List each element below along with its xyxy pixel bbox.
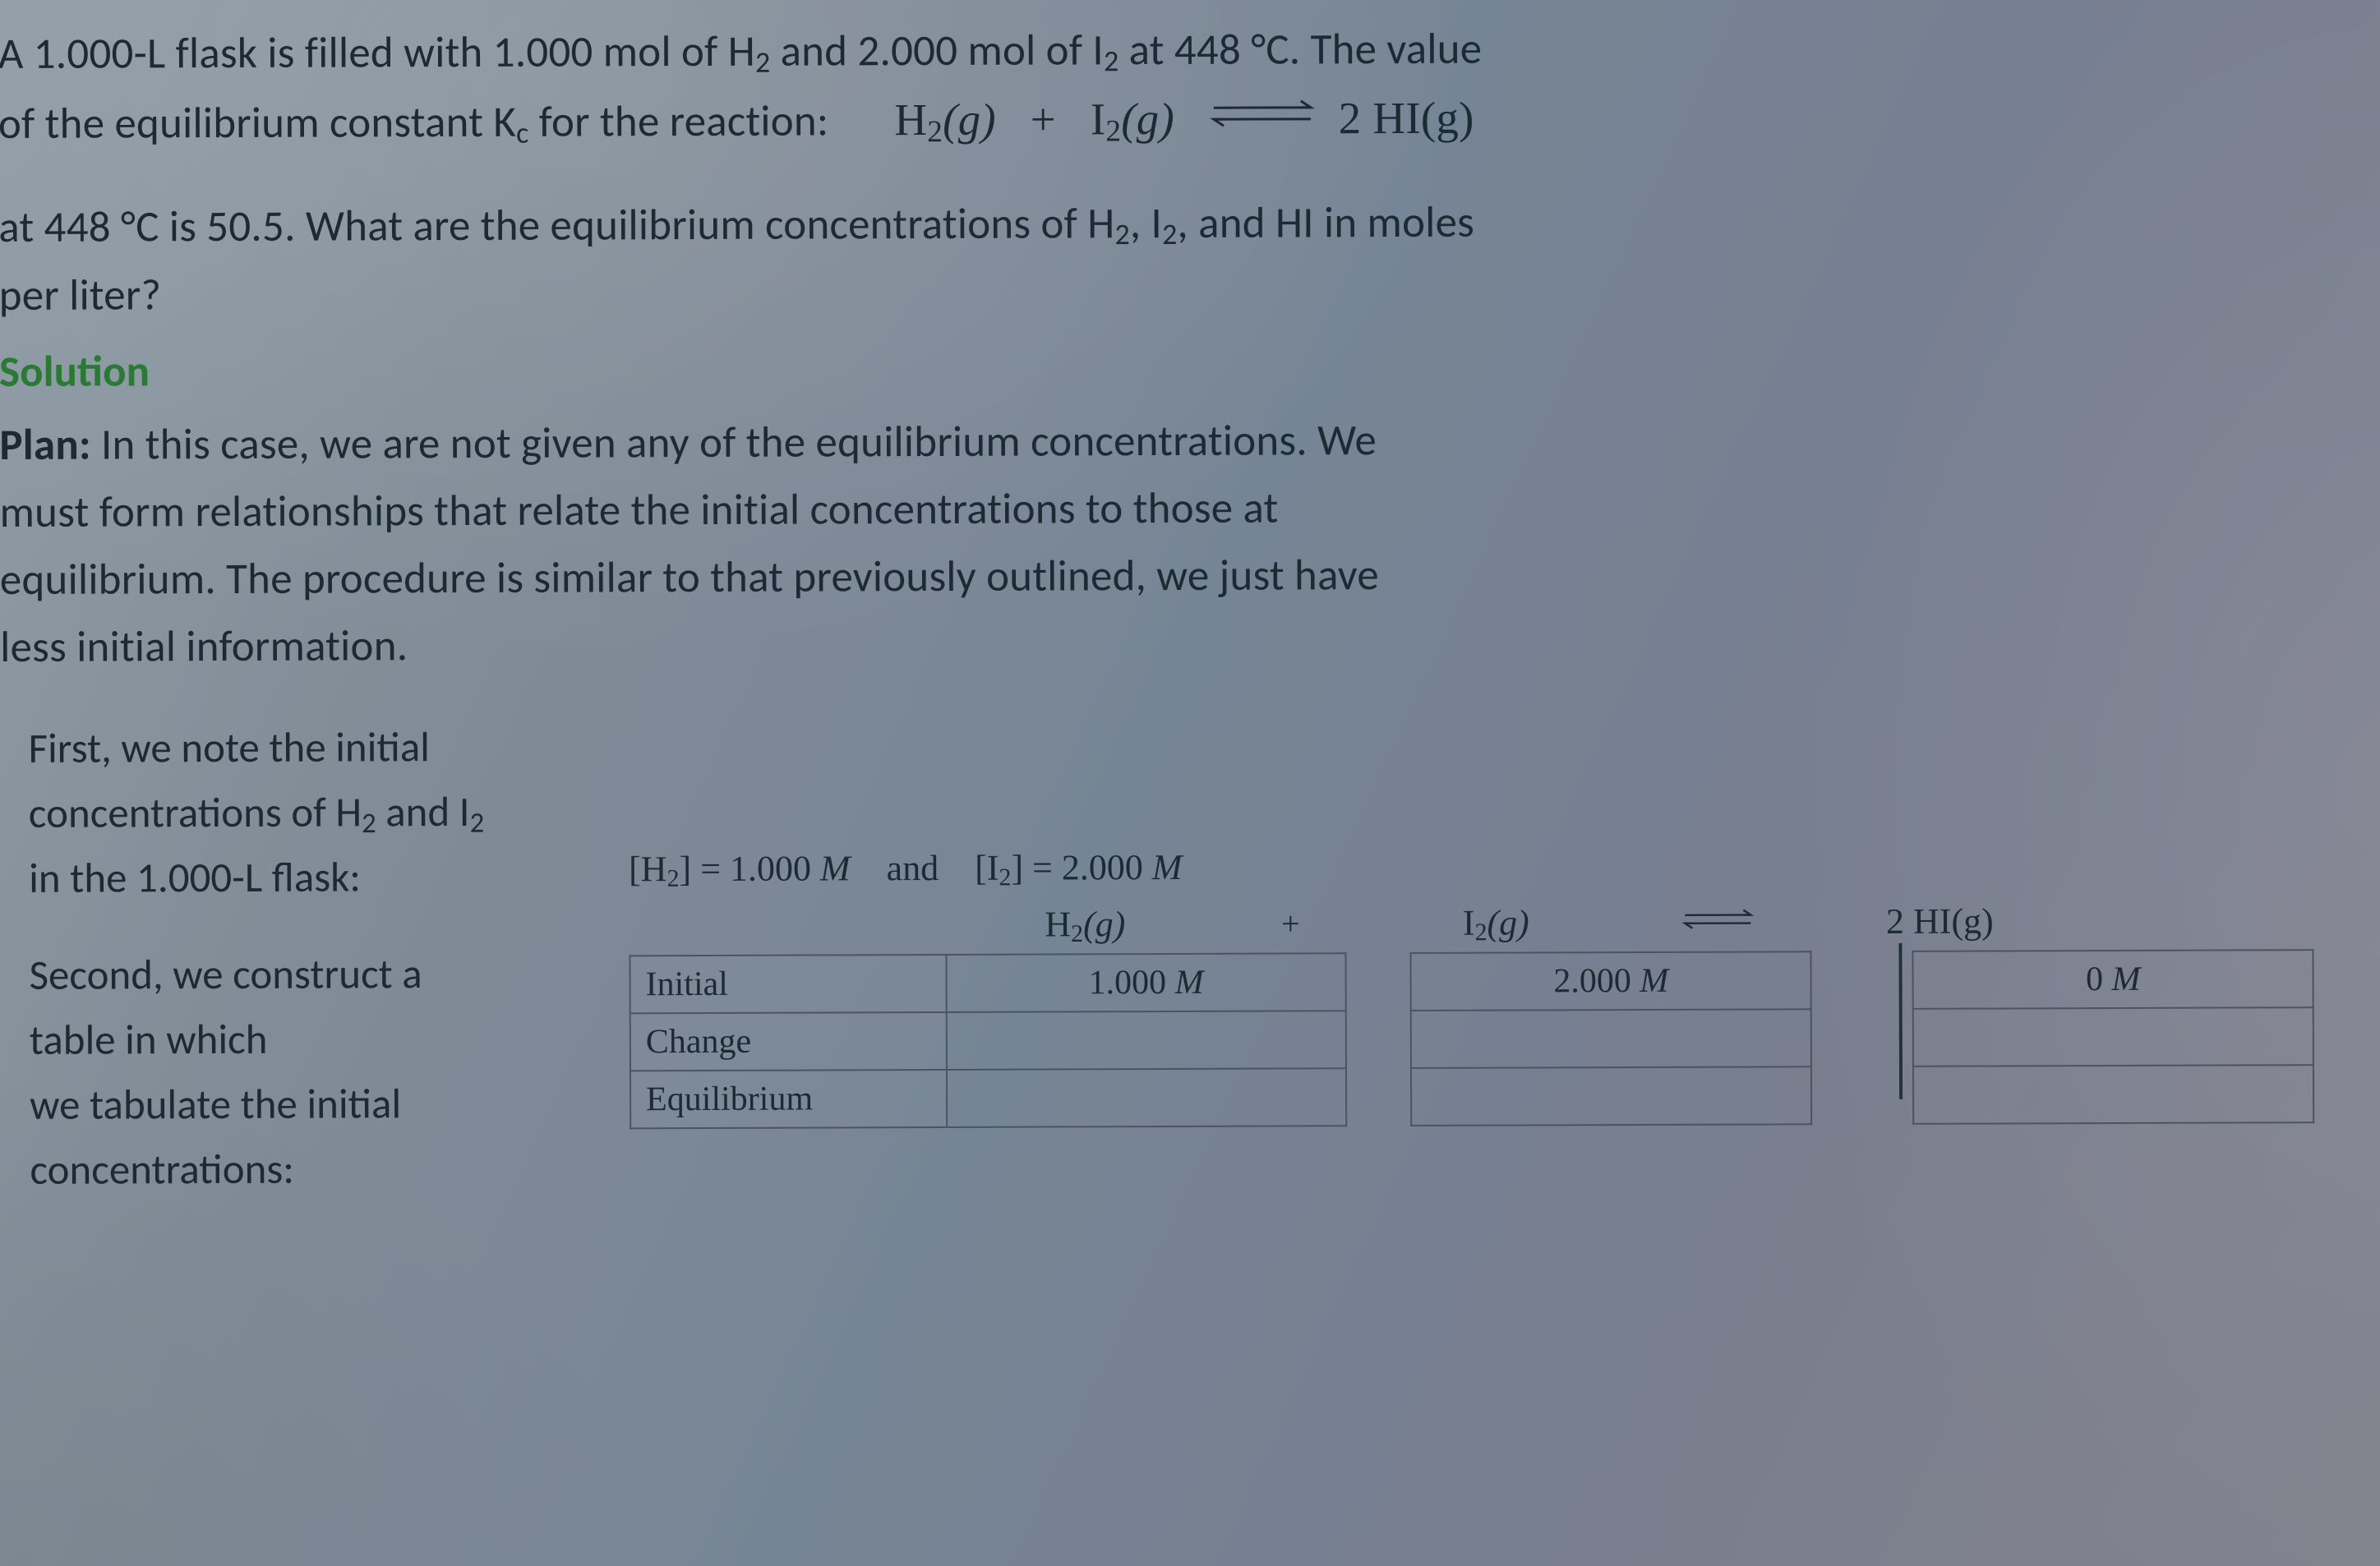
col-i2: I2(g) xyxy=(1319,901,1672,945)
equilibrium-arrows-icon xyxy=(1209,92,1316,142)
step2-line-2: table in which xyxy=(30,1006,605,1072)
table-vertical-separator xyxy=(1898,943,1903,1099)
step1-line-3: in the 1.000-L flask: xyxy=(29,844,604,910)
problem-line-1: A 1.000-L flask is filled with 1.000 mol… xyxy=(0,12,2345,88)
and: and xyxy=(887,848,939,888)
plan-line-4: less initial information. xyxy=(0,606,2347,681)
cell-eq-h2 xyxy=(947,1069,1347,1128)
text: A 1.000-L flask is filled with 1.000 mol… xyxy=(0,25,755,81)
table-row: Equilibrium xyxy=(630,1065,2313,1128)
cell-change-hi xyxy=(1913,1007,2313,1066)
text: at 448 °C. The value xyxy=(1119,23,1482,77)
text: at 448 °C is 50.5. What are the equilibr… xyxy=(0,198,1114,255)
step1-line-2: concentrations of H2 and I2 xyxy=(29,772,2348,845)
table-row: Initial 1.000 M 2.000 M 0 M xyxy=(630,950,2313,1013)
cell-initial-h2: 1.000 M xyxy=(946,954,1346,1013)
text: , I xyxy=(1130,197,1162,250)
sub-c: c xyxy=(516,115,529,151)
text: [H xyxy=(629,849,667,889)
equilibrium-arrows-icon xyxy=(1672,903,1763,942)
state: (g) xyxy=(943,94,996,145)
initial-concentration-line: [H2] = 1.000 M and [I2] = 2.000 M xyxy=(629,842,2330,890)
state: (g) xyxy=(1121,94,1174,144)
row-label-change: Change xyxy=(630,1012,947,1071)
text: concentrations of H xyxy=(29,786,362,839)
eq-h2: H xyxy=(894,94,927,145)
text: H xyxy=(1045,905,1071,945)
step2-line-1: Second, we construct a xyxy=(29,941,604,1007)
cell-initial-i2: 2.000 M xyxy=(1411,952,1811,1011)
problem-line-3: at 448 °C is 50.5. What are the equilibr… xyxy=(0,186,2346,261)
cell-change-i2 xyxy=(1411,1010,1811,1069)
text: and 2.000 mol of I xyxy=(770,24,1104,77)
plan-line-1: Plan: In this case, we are not given any… xyxy=(0,403,2346,479)
sub: 2 xyxy=(1105,115,1121,149)
plus: + xyxy=(1261,905,1319,943)
ice-table: Initial 1.000 M 2.000 M 0 M Change xyxy=(629,949,2314,1129)
sub: 2 xyxy=(927,115,943,149)
sub: 2 xyxy=(999,864,1011,891)
sub: 2 xyxy=(755,44,771,81)
sub: 2 xyxy=(1071,920,1083,947)
sub: 2 xyxy=(1475,919,1488,947)
eq-rhs: 2 HI(g) xyxy=(1339,93,1474,144)
unit: M xyxy=(1152,847,1183,887)
plan-line-3: equilibrium. The procedure is similar to… xyxy=(0,538,2347,614)
text: ] = 2.000 xyxy=(1011,847,1152,888)
ice-table-header: H2(g) + I2(g) xyxy=(629,899,2330,947)
row-label-equilibrium: Equilibrium xyxy=(630,1070,947,1128)
table-row: Change xyxy=(630,1007,2313,1071)
text: and I xyxy=(376,785,470,837)
col-h2: H2(g) xyxy=(908,903,1261,947)
col-hi: 2 HI(g) xyxy=(1763,900,2116,943)
sub: 2 xyxy=(470,806,485,841)
state: (g) xyxy=(1487,903,1529,943)
sub: 2 xyxy=(667,865,680,892)
step2-line-4: concentrations: xyxy=(30,1135,605,1202)
unit: M xyxy=(820,849,851,889)
solution-heading: Solution xyxy=(0,338,2346,398)
text: ] = 1.000 xyxy=(679,849,820,890)
eq-i2: I xyxy=(1091,94,1106,144)
plan-line-2: must form relationships that relate the … xyxy=(0,471,2347,546)
step2-line-3: we tabulate the initial xyxy=(30,1071,605,1137)
text: I xyxy=(1463,903,1475,943)
cell-eq-i2 xyxy=(1411,1067,1811,1126)
reaction-equation: H2(g) + I2(g) 2 HI(g) xyxy=(894,83,1474,155)
cell-change-h2 xyxy=(946,1011,1346,1071)
text: for the reaction: xyxy=(528,95,828,149)
text: [I xyxy=(975,848,999,888)
row-label-initial: Initial xyxy=(630,955,946,1013)
sub: 2 xyxy=(1162,216,1178,252)
cell-eq-hi xyxy=(1913,1065,2313,1124)
plus: + xyxy=(1031,94,1056,145)
plan-lead: Plan: xyxy=(0,418,91,471)
cell-initial-hi: 0 M xyxy=(1913,950,2313,1009)
sub: 2 xyxy=(362,806,376,841)
sub: 2 xyxy=(1114,216,1130,252)
text: , and HI in moles xyxy=(1177,196,1474,250)
problem-line-2: of the equilibrium constant Kc for the r… xyxy=(0,80,2345,158)
text: of the equilibrium constant K xyxy=(0,96,516,150)
step1-line-1: First, we note the initial xyxy=(28,707,2347,781)
state: (g) xyxy=(1083,905,1125,945)
sub: 2 xyxy=(1104,43,1119,79)
problem-line-4: per liter? xyxy=(0,254,2346,329)
text: In this case, we are not given any of th… xyxy=(91,414,1377,471)
